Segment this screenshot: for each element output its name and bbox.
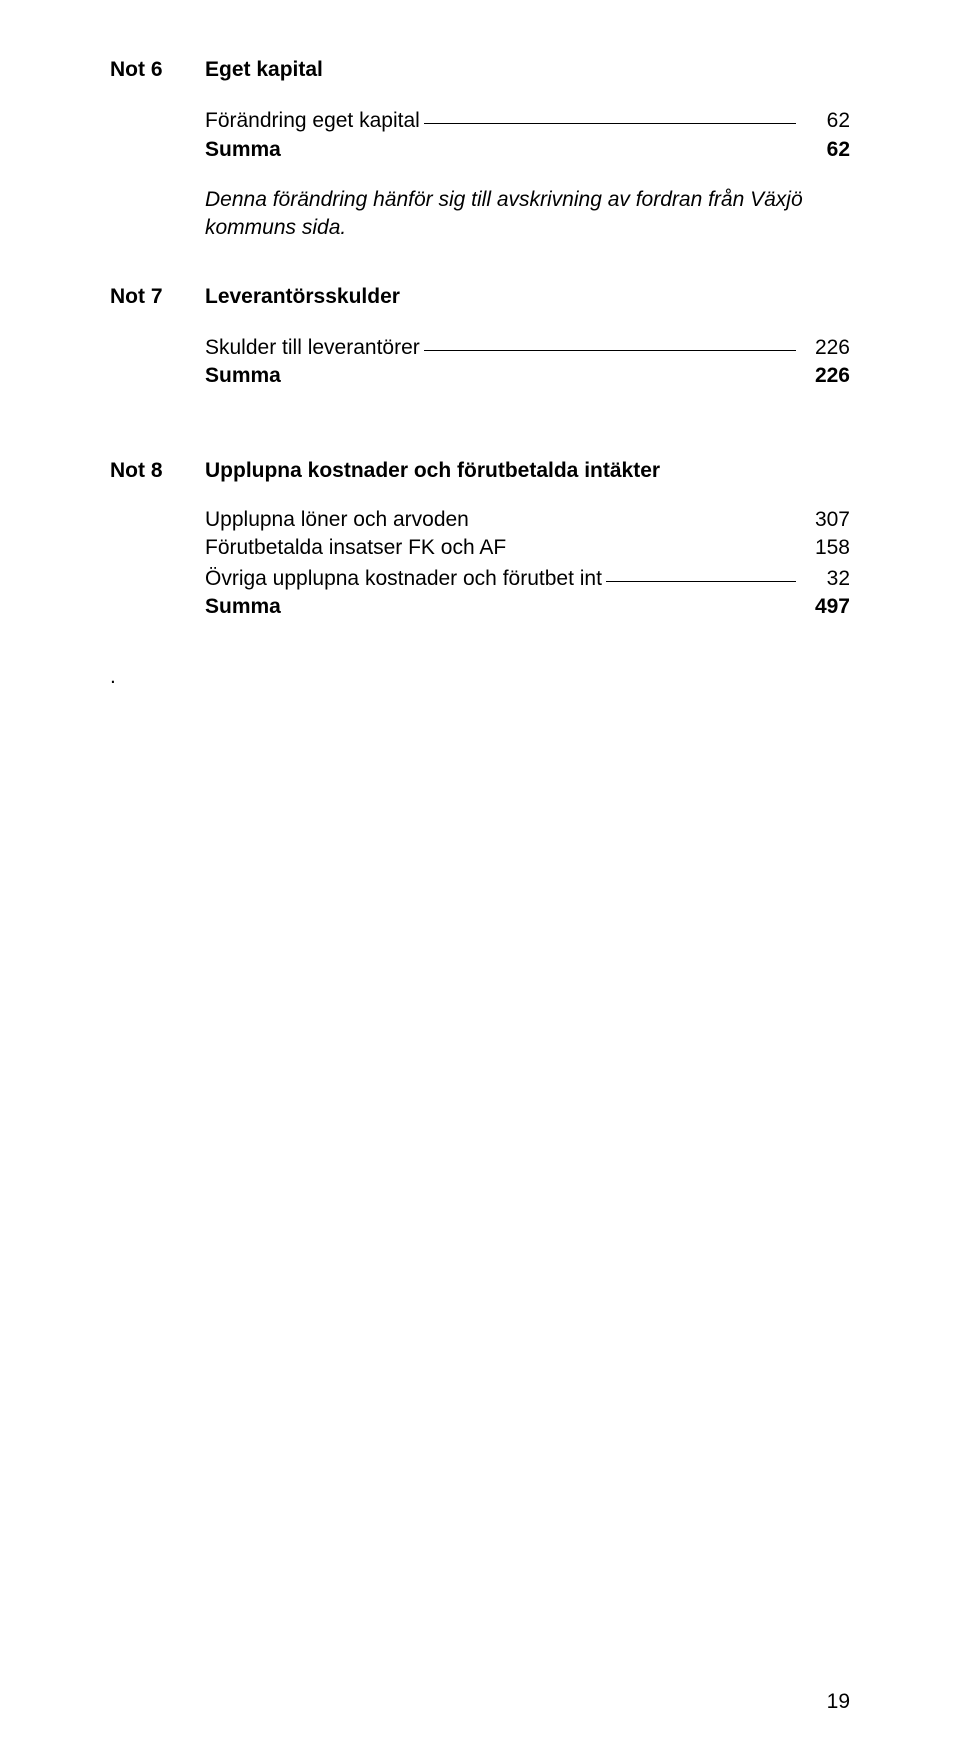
document-page: Not 6 Eget kapital Förändring eget kapit… bbox=[0, 0, 960, 1762]
underline bbox=[606, 560, 796, 582]
note-6-explanation: Denna förändring hänför sig till avskriv… bbox=[205, 186, 850, 243]
underline bbox=[424, 102, 796, 124]
note-6-line-label: Förändring eget kapital bbox=[205, 107, 420, 135]
note-8-sum: Summa 497 bbox=[205, 593, 850, 621]
note-7: Not 7 Leverantörsskulder Skulder till le… bbox=[110, 283, 850, 391]
note-6-sum-value: 62 bbox=[800, 136, 850, 164]
note-7-sum-label: Summa bbox=[205, 362, 800, 390]
note-8-line-2-label: Förutbetalda insatser FK och AF bbox=[205, 534, 506, 562]
note-8-tag: Not 8 bbox=[110, 457, 205, 484]
note-6-sum-label: Summa bbox=[205, 136, 800, 164]
note-8-line-3: Övriga upplupna kostnader och förutbet i… bbox=[205, 563, 850, 593]
note-6-sum: Summa 62 bbox=[205, 136, 850, 164]
note-7-sum: Summa 226 bbox=[205, 362, 850, 390]
note-8-line-2-value: 158 bbox=[800, 534, 850, 562]
note-7-title: Leverantörsskulder bbox=[205, 283, 850, 310]
note-6-tag: Not 6 bbox=[110, 56, 205, 83]
note-7-line: Skulder till leverantörer 226 bbox=[205, 332, 850, 362]
note-8-line-3-value: 32 bbox=[800, 565, 850, 593]
note-7-line-value: 226 bbox=[800, 334, 850, 362]
note-8-line-3-label: Övriga upplupna kostnader och förutbet i… bbox=[205, 565, 602, 593]
note-6-title: Eget kapital bbox=[205, 56, 850, 83]
note-8: Not 8 Upplupna kostnader och förutbetald… bbox=[110, 457, 850, 622]
note-7-tag: Not 7 bbox=[110, 283, 205, 310]
note-6-line-value: 62 bbox=[800, 107, 850, 135]
page-number: 19 bbox=[827, 1690, 850, 1714]
note-8-line-2: Förutbetalda insatser FK och AF 158 bbox=[205, 534, 850, 562]
note-7-sum-value: 226 bbox=[800, 362, 850, 390]
note-6: Not 6 Eget kapital Förändring eget kapit… bbox=[110, 56, 850, 243]
note-8-sum-label: Summa bbox=[205, 593, 800, 621]
note-8-sum-value: 497 bbox=[800, 593, 850, 621]
note-6-line: Förändring eget kapital 62 bbox=[205, 105, 850, 135]
trailing-period: . bbox=[110, 665, 850, 689]
underline bbox=[424, 329, 796, 351]
note-8-line-1-label: Upplupna löner och arvoden bbox=[205, 506, 469, 534]
note-8-line-1: Upplupna löner och arvoden 307 bbox=[205, 506, 850, 534]
note-8-title: Upplupna kostnader och förutbetalda intä… bbox=[205, 457, 850, 484]
note-8-line-1-value: 307 bbox=[800, 506, 850, 534]
note-7-line-label: Skulder till leverantörer bbox=[205, 334, 420, 362]
